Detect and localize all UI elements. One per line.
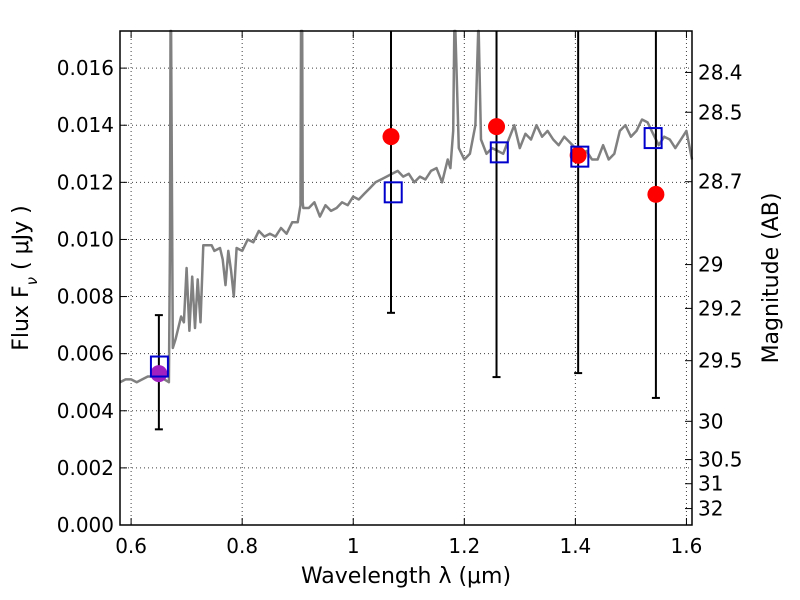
synthetic-point — [489, 141, 509, 164]
plot-frame — [119, 30, 693, 526]
y-tick-label: 0.006 — [57, 342, 114, 366]
y2-axis-label: Magnitude (AB) — [759, 193, 784, 364]
synthetic-point — [570, 145, 590, 168]
y2-tick-label: 32 — [698, 497, 723, 521]
y2-tick-label: 28.7 — [698, 170, 743, 194]
y-axis-label: Flux Fν ( μJy ) — [9, 205, 41, 350]
y-tick-label: 0.016 — [57, 56, 114, 80]
y-tick-label: 0.010 — [57, 227, 114, 251]
y2-tick-label: 30.5 — [698, 448, 743, 472]
model-spectrum-line — [119, 29, 694, 384]
x-axis-label: Wavelength λ (μm) — [301, 564, 511, 589]
observed-point — [647, 185, 665, 203]
observed-point — [382, 128, 400, 146]
y2-tick-label: 28.4 — [698, 60, 743, 84]
synthetic-points-layer — [149, 127, 663, 378]
y2-tick-label: 29.2 — [698, 296, 743, 320]
y-axis-label-subscript: ν — [23, 277, 41, 285]
y-axis-label-unit: ( μJy ) — [9, 205, 34, 277]
y2-tick-label: 28.5 — [698, 100, 743, 124]
synthetic-point — [643, 127, 663, 150]
y2-tick-label: 31 — [698, 472, 723, 496]
x-tick-label: 1.4 — [559, 534, 591, 558]
synthetic-point — [149, 355, 169, 378]
observed-point — [150, 365, 168, 383]
observed-points-layer — [150, 118, 665, 383]
y2-tick-label: 29.5 — [698, 349, 743, 373]
y-tick-label: 0.004 — [57, 399, 114, 423]
synthetic-point — [383, 181, 403, 204]
x-tick-label: 1 — [347, 534, 360, 558]
x-tick-label: 1.6 — [671, 534, 703, 558]
y2-tick-label: 29 — [698, 253, 723, 277]
y-tick-label: 0.008 — [57, 285, 114, 309]
observed-point — [488, 118, 506, 136]
errorbar-layer — [154, 31, 660, 431]
model-spectrum-layer — [119, 29, 694, 384]
grid — [120, 31, 692, 525]
y-axis-label-main: Flux F — [9, 285, 34, 350]
y-tick-label: 0.014 — [57, 113, 114, 137]
x-tick-label: 0.6 — [115, 534, 147, 558]
y2-tick-label: 30 — [698, 409, 723, 433]
observed-point — [569, 146, 587, 164]
y-tick-label: 0.000 — [57, 513, 114, 537]
y-tick-label: 0.012 — [57, 170, 114, 194]
x-tick-label: 1.2 — [448, 534, 480, 558]
y-tick-label: 0.002 — [57, 456, 114, 480]
x-tick-label: 0.8 — [226, 534, 258, 558]
ticks: 0.6 0.8 1 1.2 1.4 1.6 0.000 0.002 0.004 0.006 0.00… — [57, 31, 743, 558]
